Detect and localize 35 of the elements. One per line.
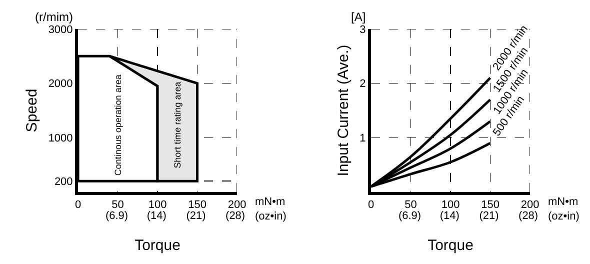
x2-tick-label: (14) xyxy=(146,210,166,222)
x-tick-label: 100 xyxy=(148,199,167,212)
x-tick-label: 150 xyxy=(188,199,206,212)
x-tick-label: 150 xyxy=(481,199,500,212)
x2-tick-label: (6.9) xyxy=(105,210,128,222)
x-tick-label: 0 xyxy=(74,199,82,212)
text: (r/mim) xyxy=(35,10,73,24)
y-axis-title: Speed xyxy=(24,88,41,132)
y-tick-label: 1000 xyxy=(48,132,73,145)
x2-tick-label: (28) xyxy=(226,210,246,222)
x-tick-label: 0 xyxy=(368,199,374,212)
y-axis-title: Input Current (Ave.) xyxy=(334,44,352,176)
annotation: Continous operation area xyxy=(112,74,123,176)
x2-tick-label: (6.9) xyxy=(398,210,422,222)
text: mN•m (oz•in) xyxy=(255,196,286,222)
x-tick-label: 50 xyxy=(112,199,124,212)
text: mN•m (oz•in) xyxy=(548,196,580,222)
x-tick-label: 100 xyxy=(441,199,460,212)
x-axis-title: Torque xyxy=(428,237,474,254)
text: [A] xyxy=(351,10,366,24)
x-tick-label: 50 xyxy=(404,199,417,212)
x-axis-title: Torque xyxy=(134,237,180,254)
annotation: Short time rating area xyxy=(172,82,182,168)
y-tick-label: 2 xyxy=(360,78,366,90)
y-tick-label: 200 xyxy=(54,176,73,188)
x2-tick-label: (21) xyxy=(186,210,206,222)
x2-tick-label: (14) xyxy=(440,210,460,222)
x-tick-label: 200 xyxy=(520,199,540,212)
y-tick-label: 3000 xyxy=(48,24,73,36)
y-tick-label: 3 xyxy=(360,24,366,36)
x-tick-label: 200 xyxy=(228,199,246,212)
x2-tick-label: (28) xyxy=(518,210,538,222)
x2-tick-label: (21) xyxy=(479,210,499,222)
y-tick-label: 2000 xyxy=(48,78,73,90)
y-tick-label: 1 xyxy=(360,132,366,145)
